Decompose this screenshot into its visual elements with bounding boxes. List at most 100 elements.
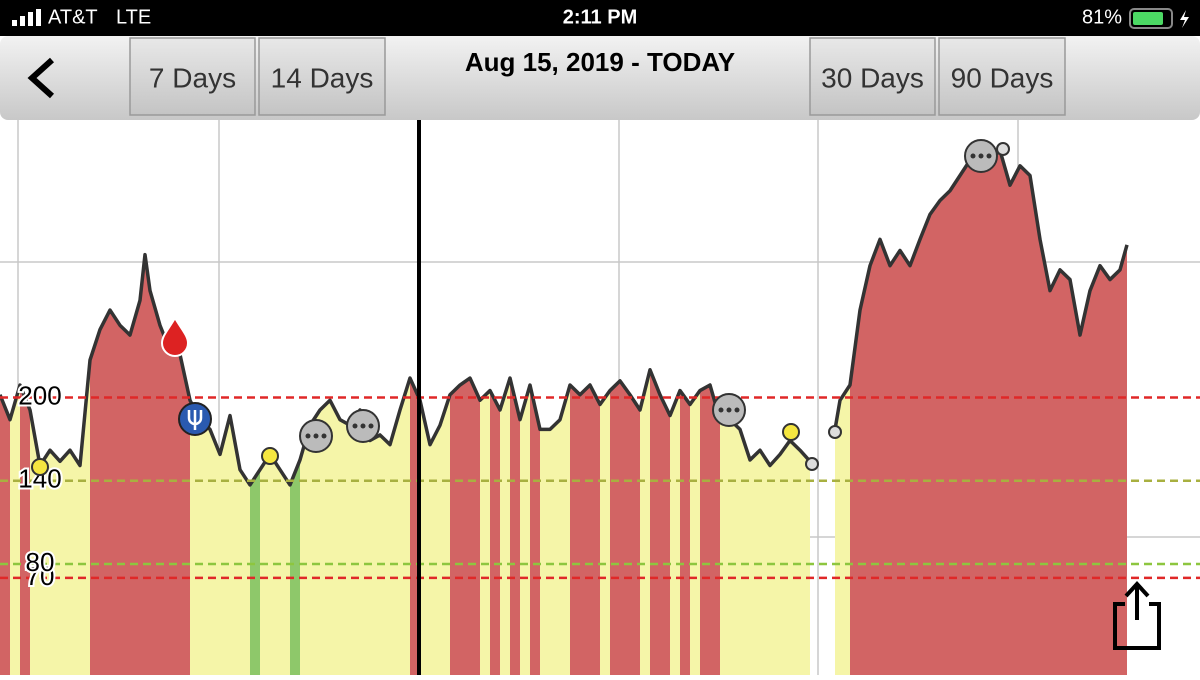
area-segment [910, 239, 920, 675]
area-segment [30, 409, 40, 675]
status-bar [0, 0, 1200, 36]
area-segment [1020, 165, 1030, 675]
area-segment [160, 325, 170, 675]
area-segment [680, 390, 690, 675]
area-segment [150, 290, 160, 675]
area-segment [350, 409, 360, 675]
area-segment [370, 434, 380, 675]
range-button[interactable] [129, 37, 256, 116]
signal [12, 9, 41, 26]
area-segment [1050, 269, 1060, 675]
area-segment [80, 360, 90, 675]
area-segment [0, 394, 10, 675]
area-segment [1010, 165, 1020, 675]
area-segment [790, 440, 800, 675]
area-segment [930, 200, 940, 675]
area-segment [470, 378, 480, 675]
carrier: AT&T [48, 6, 98, 28]
area-segment [450, 385, 460, 675]
area-segment [500, 378, 510, 675]
area-segment [1060, 269, 1070, 675]
area-segment [610, 380, 620, 675]
date-range: Aug 15, 2019 - TODAY [465, 47, 735, 77]
area-segment [20, 385, 30, 675]
area-segment [570, 385, 580, 675]
network: LTE [116, 6, 151, 28]
area-segment [240, 469, 250, 675]
area-segment [690, 390, 700, 675]
area-segment [320, 400, 330, 675]
area-segment [530, 385, 540, 675]
area-segment [1030, 175, 1040, 675]
charging-icon [1180, 10, 1189, 28]
area-segment [520, 385, 530, 675]
y-tick-label: 80 [26, 547, 55, 577]
range-button-label: 30 Days [821, 62, 924, 93]
back-button[interactable] [27, 57, 55, 99]
area-segment [390, 409, 400, 675]
area-segment [280, 469, 290, 675]
area-segment [460, 378, 470, 675]
area-segment [490, 390, 500, 675]
area-segment [480, 390, 490, 675]
area-segment [200, 419, 210, 675]
area-segment [440, 394, 450, 675]
area-segment [1090, 265, 1100, 675]
area-segment [540, 429, 550, 675]
area-segment [600, 390, 610, 675]
area-segment [590, 385, 600, 675]
area-segment [850, 310, 860, 675]
battery-percent: 81% [1082, 6, 1122, 28]
area-segment [950, 175, 960, 675]
fork [187, 410, 203, 430]
note-dots [305, 153, 992, 439]
area-segment [290, 459, 300, 675]
area-segment [920, 214, 930, 675]
range-button[interactable] [258, 37, 386, 116]
area-segment [510, 378, 520, 675]
area-segment [990, 150, 1000, 675]
fingerstick-dots [31, 423, 800, 476]
area-segment [300, 425, 310, 675]
area-segment [310, 409, 320, 675]
area-segment [1110, 269, 1120, 675]
share-button[interactable] [1113, 581, 1161, 650]
area-segment [380, 434, 390, 675]
area-segment [145, 254, 150, 675]
calibration-dots [805, 142, 1010, 471]
area-segment [870, 239, 880, 675]
area-segment [550, 419, 560, 675]
range-button[interactable] [809, 37, 936, 116]
area-segment [330, 400, 340, 675]
area-segment [60, 450, 70, 675]
area-segment [860, 265, 870, 675]
range-button[interactable] [938, 37, 1066, 116]
range-button-label: 14 Days [271, 62, 374, 93]
area-segment [710, 385, 720, 675]
area-segment [640, 369, 650, 675]
area-segment [650, 369, 660, 675]
area-segment [890, 250, 900, 676]
area-segment [580, 385, 590, 675]
area-segment [880, 239, 890, 675]
area-segment [170, 350, 180, 675]
area-segment [70, 450, 80, 675]
battery-icon [1129, 8, 1173, 29]
area-segment [40, 450, 50, 675]
markers [31, 139, 1161, 650]
area-segment [360, 409, 370, 675]
area-segment [940, 190, 950, 675]
area-segment [420, 400, 430, 675]
area-segment [400, 378, 410, 675]
area-segment [620, 380, 630, 675]
area-segment [90, 329, 100, 675]
area-segment [1000, 150, 1010, 675]
area-segment [970, 150, 980, 675]
area-segment [960, 160, 970, 676]
area-segment [720, 419, 730, 675]
y-tick-label: 70 [26, 561, 55, 591]
area-segment [1070, 279, 1080, 675]
area-segment [100, 310, 110, 675]
area-segment [740, 429, 750, 675]
